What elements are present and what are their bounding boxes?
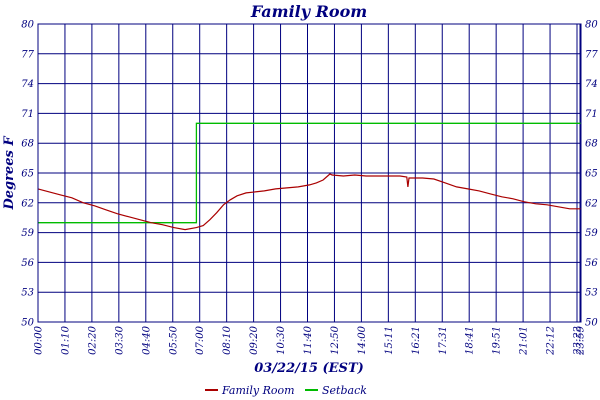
x-tick-label: 09:20 — [249, 325, 260, 354]
y-tick-label-left: 65 — [21, 169, 34, 180]
y-tick-label-left: 56 — [21, 258, 34, 269]
x-tick-label: 05:50 — [168, 325, 179, 354]
chart-title: Family Room — [250, 2, 367, 21]
x-tick-label: 08:10 — [222, 325, 233, 354]
y-tick-label-right: 77 — [585, 49, 598, 60]
y-tick-label-left: 71 — [21, 109, 34, 120]
x-axis-label: 03/22/15 (EST) — [254, 361, 364, 376]
x-tick-label: 11:40 — [303, 325, 314, 354]
y-tick-label-left: 59 — [21, 228, 34, 239]
legend-label-family-room: Family Room — [221, 384, 295, 397]
y-axis-label: Degrees F — [2, 136, 17, 211]
setback-series-line — [38, 122, 581, 224]
y-tick-label-right: 71 — [585, 109, 598, 120]
x-tick-label: 17:31 — [438, 326, 449, 355]
x-tick-label: 01:10 — [60, 325, 71, 354]
x-tick-label: 12:50 — [330, 325, 341, 354]
x-tick-label: 22:12 — [546, 326, 557, 356]
x-tick-label: 02:20 — [87, 325, 98, 354]
y-tick-label-left: 53 — [21, 288, 34, 299]
x-tick-label: 23:59 — [576, 325, 587, 355]
x-tick-label: 18:41 — [465, 326, 476, 355]
y-tick-label-right: 68 — [585, 139, 598, 150]
x-tick-label: 10:30 — [276, 325, 287, 354]
y-tick-label-right: 53 — [585, 288, 598, 299]
y-tick-label-left: 62 — [21, 198, 34, 209]
x-axis: 00:00 01:10 02:20 03:30 04:40 05:50 07:00 08:10… — [34, 325, 587, 355]
y-tick-label-left: 68 — [21, 139, 34, 150]
x-tick-label: 19:51 — [492, 326, 503, 355]
family-room-series-line — [37, 173, 581, 231]
legend-label-setback: Setback — [322, 384, 367, 397]
x-tick-label: 04:40 — [141, 325, 152, 354]
y-tick-label-right: 56 — [585, 258, 598, 269]
y-tick-label-right: 74 — [585, 79, 598, 90]
x-tick-label: 14:00 — [357, 325, 368, 354]
y-tick-label-right: 59 — [585, 228, 598, 239]
y-tick-label-left: 80 — [21, 20, 34, 31]
x-tick-label: 03:30 — [114, 325, 125, 354]
y-tick-label-right: 65 — [585, 169, 598, 180]
y-tick-label-left: 77 — [21, 49, 34, 60]
y-tick-label-left: 50 — [21, 318, 34, 329]
y-axis-right: 50 53 56 59 62 65 68 71 74 77 80 — [585, 20, 598, 329]
y-axis-left: 50 53 56 59 62 65 68 71 74 77 80 — [21, 20, 34, 329]
y-tick-label-right: 80 — [585, 20, 598, 31]
x-tick-label: 23:22 — [573, 326, 584, 356]
x-tick-label: 21:01 — [519, 326, 530, 356]
y-tick-label-right: 62 — [585, 198, 598, 209]
x-tick-label: 16:21 — [411, 326, 422, 355]
plot-area-frame — [37, 23, 582, 323]
y-tick-label-right: 50 — [585, 318, 598, 329]
y-tick-label-left: 74 — [21, 79, 34, 90]
x-tick-label: 07:00 — [195, 325, 206, 354]
legend: Family Room Setback — [205, 384, 367, 397]
x-tick-label: 15:11 — [384, 326, 395, 355]
x-tick-label: 00:00 — [34, 325, 45, 354]
